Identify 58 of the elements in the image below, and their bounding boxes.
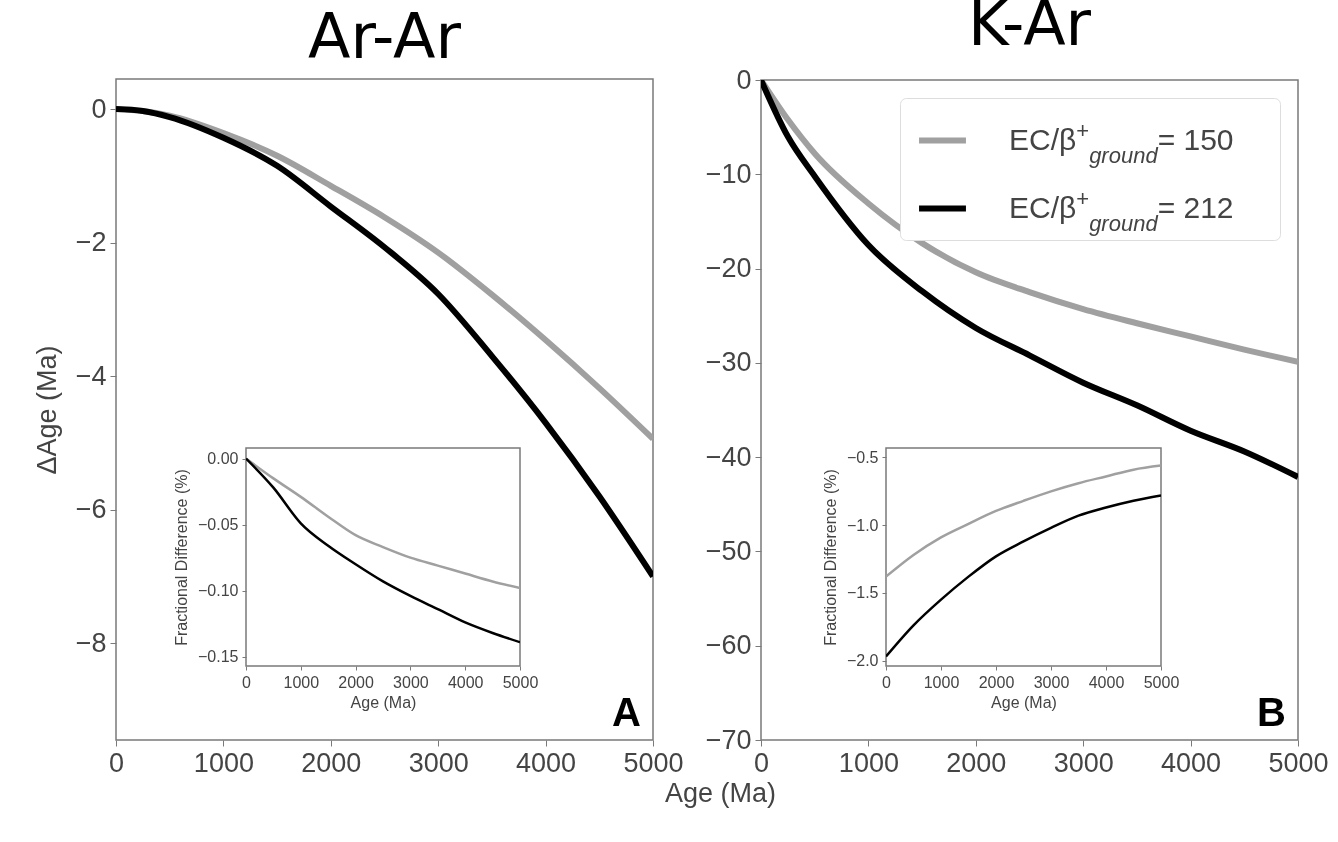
x-tick-label: 5000 [1143, 673, 1180, 691]
y-tick-label: 0 [736, 64, 752, 95]
legend-label: EC/β$^{+}$$_{ground}$= 212 [1009, 185, 1234, 235]
x-tick-label: 2000 [978, 673, 1015, 691]
x-tick-label: 1000 [283, 673, 320, 691]
y-tick-label: −6 [75, 494, 107, 525]
x-tick-label: 4000 [516, 747, 577, 778]
x-tick-label: 2000 [301, 747, 362, 778]
line-series [886, 464, 1161, 578]
annotation: B [1257, 690, 1286, 734]
x-tick-label: 4000 [1161, 747, 1222, 778]
y-tick-label: −0.10 [198, 582, 239, 600]
y-tick-label: −4 [75, 360, 107, 391]
y-tick-label: 0 [91, 93, 107, 124]
x-axis-title: Age (Ma) [991, 693, 1057, 711]
y-tick-label: −40 [705, 441, 752, 472]
y-tick-label: −0.15 [198, 648, 239, 666]
x-tick-label: 3000 [393, 673, 429, 691]
y-tick-label: −70 [705, 724, 752, 755]
y-tick-label: −2 [75, 227, 107, 258]
line-series [246, 457, 520, 644]
legend-label: EC/β$^{+}$$_{ground}$= 150 [1009, 117, 1234, 167]
y-tick-label: −0.5 [846, 448, 879, 466]
y-axis-title: ΔAge (Ma) [31, 345, 62, 475]
x-tick-label: 1000 [193, 747, 254, 778]
x-tick-label: 3000 [1053, 747, 1114, 778]
x-tick-label: 3000 [1033, 673, 1070, 691]
x-tick-label: 0 [242, 673, 252, 691]
y-tick-label: −50 [705, 535, 752, 566]
x-tick-label: 3000 [408, 747, 469, 778]
x-tick-label: 1000 [923, 673, 960, 691]
x-axis-title: Age (Ma) [350, 693, 417, 711]
x-tick-label: 5000 [502, 673, 539, 691]
y-tick-label: −0.05 [198, 516, 239, 534]
x-tick-label: 1000 [838, 747, 899, 778]
y-tick-label: −10 [705, 158, 752, 189]
annotation: A [612, 690, 641, 734]
y-tick-label: −20 [705, 253, 752, 284]
y-tick-label: −60 [705, 630, 752, 661]
y-tick-label: −30 [705, 347, 752, 378]
y-tick-label: −1.5 [846, 584, 879, 602]
y-tick-label: 0.00 [207, 450, 239, 468]
x-tick-label: 5000 [1268, 747, 1329, 778]
x-tick-label: 5000 [623, 747, 684, 778]
chart-title: Ar-Ar [308, 0, 462, 73]
x-tick-label: 4000 [1088, 673, 1125, 691]
x-tick-label: 2000 [338, 673, 374, 691]
y-axis-title: Fractional Difference (%) [821, 469, 839, 646]
x-axis-title: Age (Ma) [664, 777, 777, 808]
x-tick-label: 2000 [946, 747, 1007, 778]
y-tick-label: −2.0 [846, 652, 879, 670]
y-tick-label: −8 [75, 627, 107, 658]
y-axis-title: Fractional Difference (%) [173, 469, 191, 646]
line-series [886, 494, 1161, 658]
x-tick-label: 0 [882, 673, 892, 691]
chart-title: K-Ar [967, 0, 1092, 60]
y-tick-label: −1.0 [846, 516, 879, 534]
x-tick-label: 4000 [447, 673, 484, 691]
